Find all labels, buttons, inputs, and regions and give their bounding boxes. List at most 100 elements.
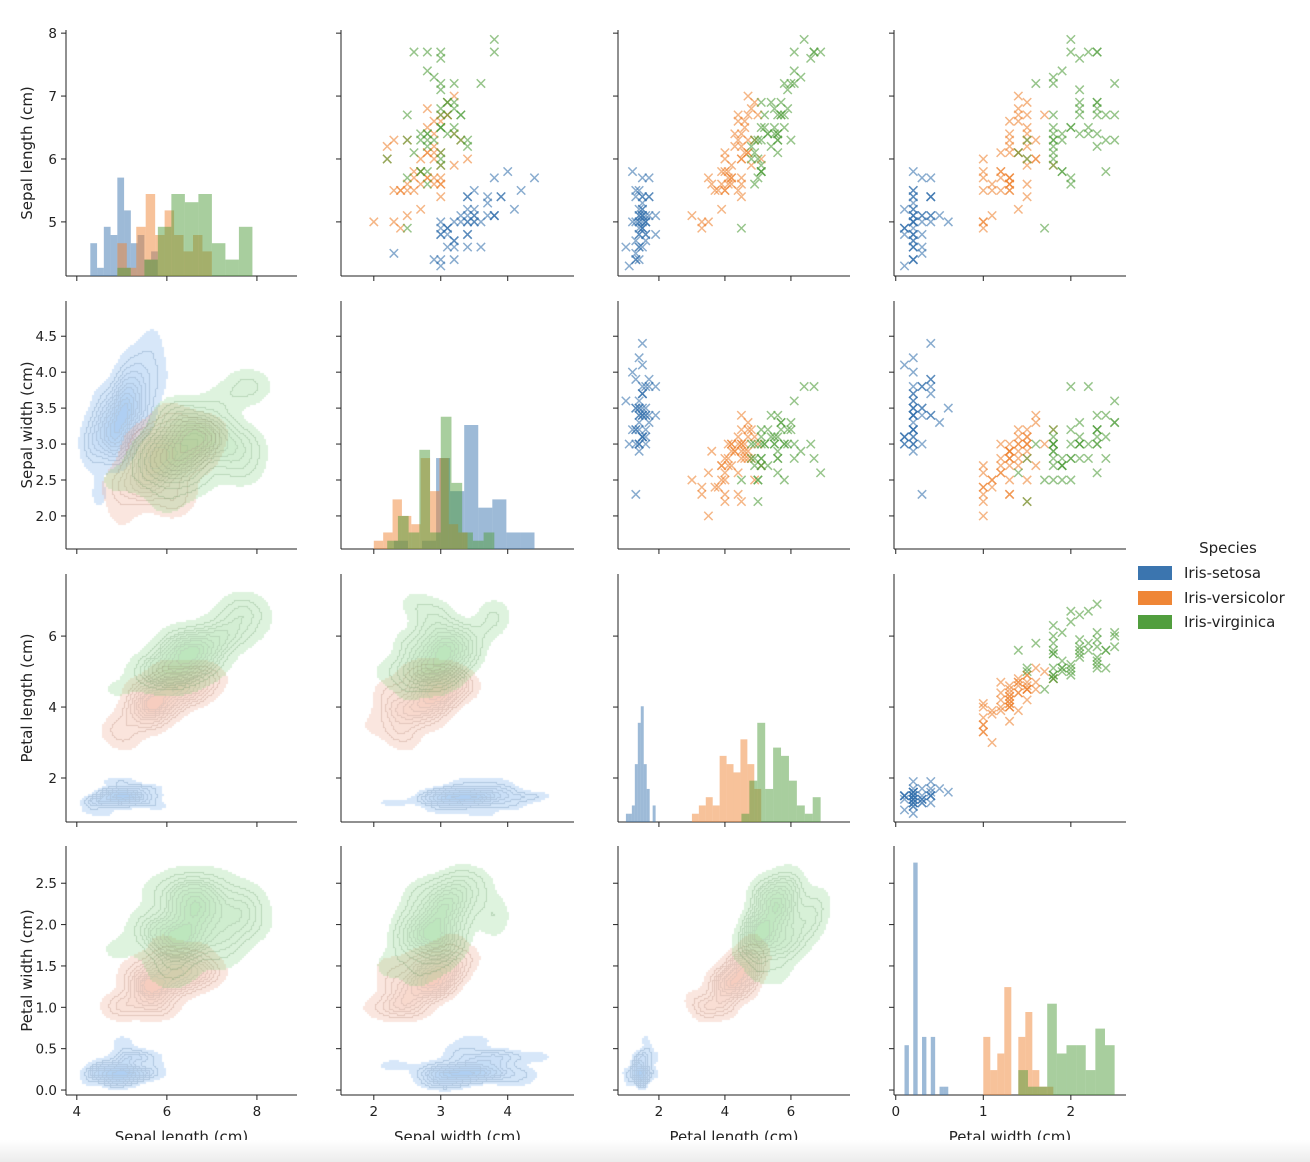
scatter-point-virginica [1022, 453, 1032, 464]
hist-bar-virginica [804, 813, 813, 822]
scatter-point-versicolor [987, 475, 997, 485]
hist-bar-virginica [1018, 1070, 1028, 1095]
scatter-point-setosa [529, 173, 540, 183]
scatter-point-virginica [776, 110, 786, 120]
scatter-point-virginica [1057, 627, 1067, 638]
scatter-point-setosa [631, 217, 641, 227]
scatter-point-setosa [627, 367, 638, 377]
scatter-point-versicolor [726, 446, 737, 456]
scatter-point-virginica [462, 141, 473, 152]
scatter-point-virginica [1074, 642, 1085, 652]
hist-bar-virginica [451, 482, 463, 549]
scatter-point-virginica [809, 47, 819, 57]
hist-bar-setosa [930, 1036, 936, 1095]
kde-panel-1-0 [66, 301, 297, 549]
scatter-point-virginica [1083, 453, 1094, 464]
scatter-point-versicolor [1022, 446, 1032, 456]
scatter-point-versicolor [389, 135, 399, 145]
hist-bar-setosa [124, 210, 131, 276]
scatter-point-versicolor [736, 154, 747, 164]
scatter-point-virginica [1074, 649, 1085, 659]
scatter-point-virginica [772, 110, 783, 120]
y-tick-label: 4.0 [36, 365, 57, 381]
scatter-point-versicolor [720, 496, 730, 507]
scatter-point-virginica [1057, 166, 1067, 177]
scatter-point-versicolor [1022, 681, 1032, 691]
scatter-point-virginica [786, 417, 796, 428]
scatter-point-setosa [509, 204, 520, 215]
hist-bar-virginica [397, 515, 409, 549]
scatter-point-versicolor [987, 705, 997, 716]
scatter-point-virginica [1101, 663, 1111, 673]
scatter-point-virginica [756, 135, 766, 145]
scatter-point-versicolor [1004, 698, 1015, 709]
scatter-point-versicolor [720, 147, 730, 158]
scatter-point-virginica [1092, 129, 1102, 139]
hist-bar-versicolor [1004, 987, 1012, 1095]
scatter-point-virginica [753, 496, 763, 507]
y-tick-label: 6 [48, 152, 57, 168]
scatter-point-setosa [943, 403, 954, 413]
scatter-point-virginica [1066, 34, 1076, 45]
legend-entry-versicolor: Iris-versicolor [1138, 586, 1308, 611]
scatter-point-virginica [1092, 432, 1102, 442]
hist-bar-versicolor [117, 243, 127, 276]
scatter-point-virginica [1022, 496, 1032, 507]
scatter-point-setosa [908, 403, 918, 413]
scatter-point-setosa [917, 791, 927, 801]
scatter-point-virginica [756, 432, 766, 442]
scatter-point-virginica [766, 97, 776, 108]
scatter-point-virginica [1066, 179, 1076, 189]
scatter-point-virginica [1092, 410, 1102, 421]
legend: Species Iris-setosa Iris-versicolor Iris… [1138, 537, 1308, 635]
scatter-point-virginica [769, 129, 780, 139]
scatter-point-virginica [1057, 135, 1067, 145]
x-tick-label: 4 [73, 1104, 82, 1120]
scatter-point-versicolor [978, 154, 989, 164]
scatter-point-virginica [1092, 110, 1102, 120]
scatter-point-setosa [449, 254, 459, 265]
panel-3-0: 4 6 8 0.0 0.5 1.0 1.5 2.0 2.5 [36, 846, 297, 1120]
scatter-point-versicolor [1022, 439, 1032, 449]
scatter-point-versicolor [1004, 702, 1015, 712]
scatter-point-virginica [1066, 659, 1076, 670]
scatter-point-setosa [502, 166, 513, 177]
scatter-point-versicolor [978, 482, 989, 492]
hist-bar-virginica [796, 805, 805, 822]
scatter-point-virginica [422, 47, 433, 57]
scatter-point-setosa [943, 787, 954, 797]
scatter-point-versicolor [730, 129, 740, 139]
y-tick-label: 2.5 [36, 473, 57, 489]
scatter-point-setosa [926, 776, 936, 787]
scatter-point-virginica [402, 173, 413, 183]
scatter-point-virginica [489, 34, 500, 45]
hist-bar-virginica [741, 813, 750, 822]
panel-1-0: 2.0 2.5 3.0 3.5 4.0 4.5 [36, 301, 297, 554]
scatter-point-virginica [1013, 645, 1024, 656]
scatter-point-setosa [908, 217, 918, 227]
scatter-point-setosa [621, 396, 631, 406]
scatter-point-virginica [809, 453, 819, 464]
scatter-point-virginica [436, 160, 446, 170]
scatter-point-virginica [1092, 659, 1102, 670]
hist-bar-virginica [144, 259, 158, 276]
scatter-point-setosa [934, 210, 945, 221]
hist-bar-versicolor [990, 1070, 998, 1095]
scatter-point-virginica [789, 47, 799, 57]
scatter-point-virginica [1057, 663, 1067, 673]
hist-bar-virginica [157, 226, 172, 276]
scatter-point-setosa [917, 439, 927, 449]
scatter-point-virginica [746, 453, 757, 464]
scatter-point-virginica [449, 78, 459, 89]
hist-bar-virginica [1085, 1070, 1096, 1095]
scatter-point-virginica [1057, 453, 1067, 464]
scatter-point-versicolor [978, 720, 989, 730]
scatter-point-versicolor [987, 185, 997, 196]
scatter-point-versicolor [1004, 116, 1015, 126]
x-tick-label: 2 [655, 1104, 664, 1120]
scatter-point-versicolor [726, 439, 737, 449]
scatter-point-setosa [436, 254, 446, 265]
hist-bar-setosa [90, 243, 98, 276]
scatter-point-setosa [917, 248, 927, 259]
hist-bar-setosa [939, 1086, 944, 1095]
